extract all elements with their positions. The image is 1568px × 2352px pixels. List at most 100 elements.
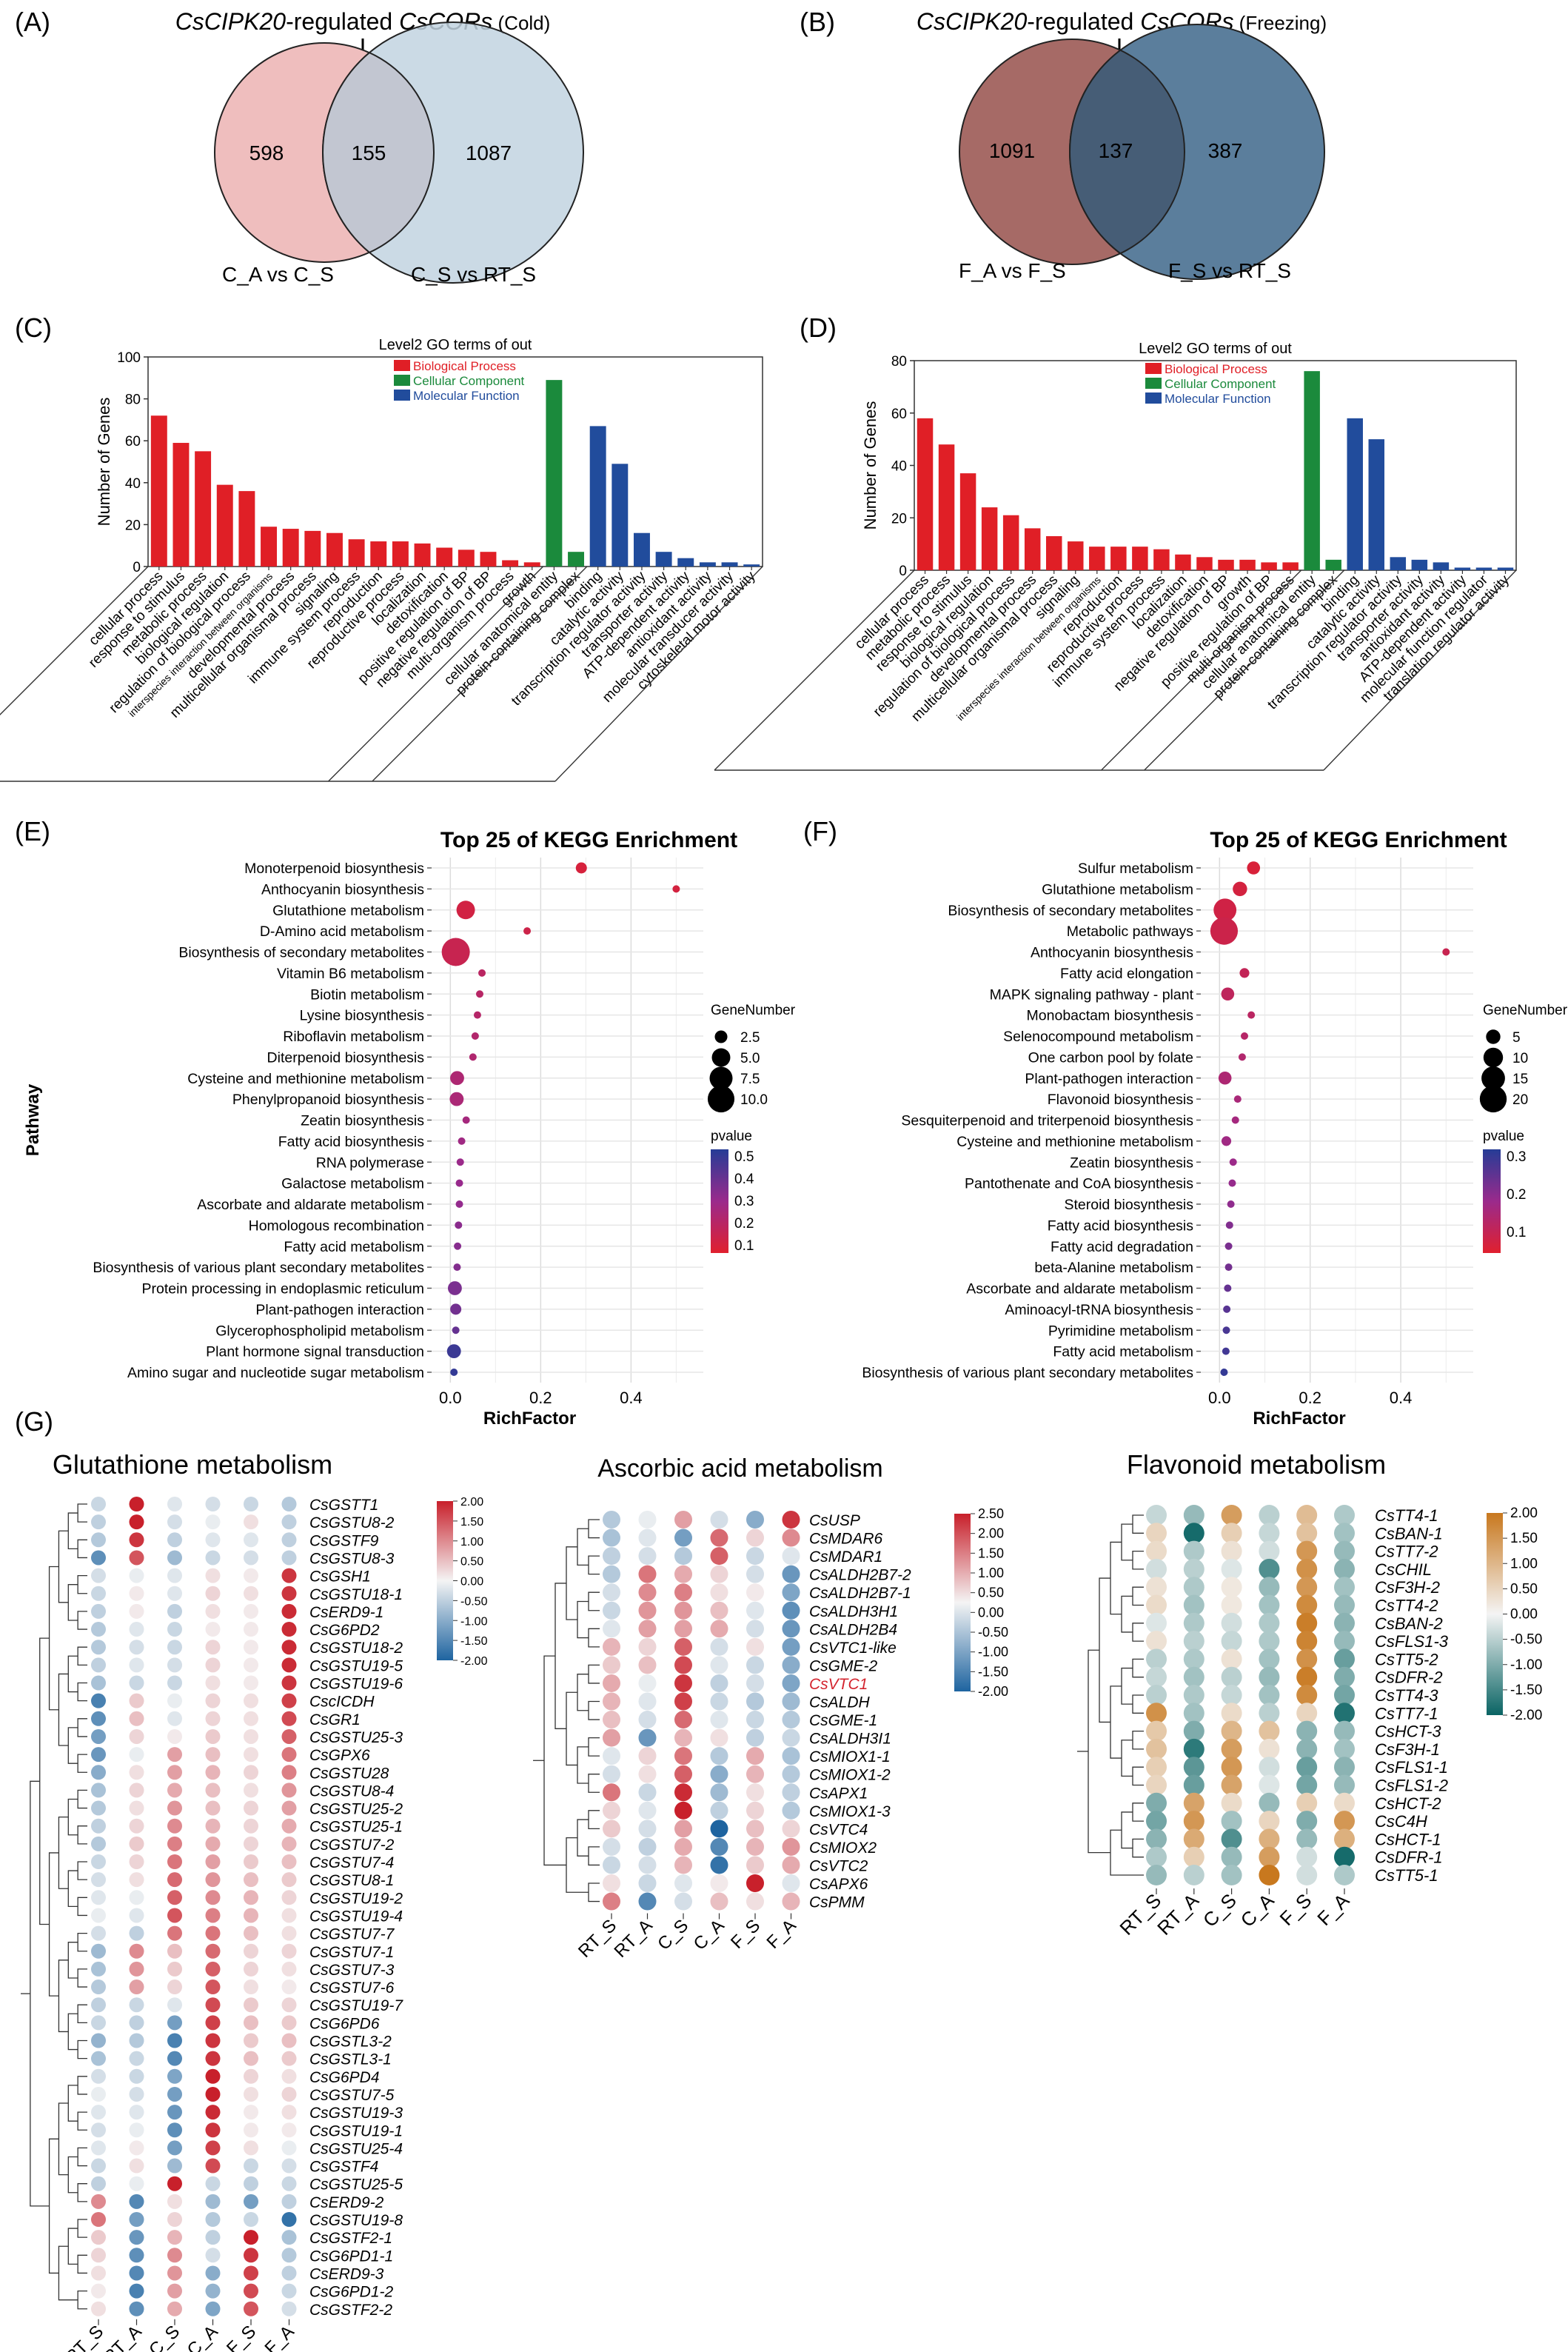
heatmap-gene-label: CsHCT-1 xyxy=(1375,1830,1441,1848)
kegg-pathway-label: Homologous recombination xyxy=(249,1217,424,1234)
heatmap-dendrogram-branch xyxy=(1121,1595,1133,1633)
heatmap-cell xyxy=(710,1711,728,1729)
heatmap-cell xyxy=(1296,1792,1318,1814)
kegg-pathway-label: Plant-pathogen interaction xyxy=(255,1302,424,1318)
heatmap-cell xyxy=(91,2068,106,2084)
heatmap-cell xyxy=(603,1747,620,1765)
kegg-dot xyxy=(450,1303,462,1315)
go-ytick-label: 100 xyxy=(117,350,141,366)
heatmap-cell xyxy=(1183,1774,1205,1796)
heatmap-cell xyxy=(1183,1594,1205,1616)
heatmap-cell xyxy=(1296,1523,1318,1544)
heatmap-cell xyxy=(1221,1792,1242,1814)
heatmap-cell xyxy=(281,1603,297,1619)
heatmap-cell xyxy=(91,1908,106,1923)
kegg-pathway-label: Diterpenoid biosynthesis xyxy=(267,1049,425,1066)
heatmap-cell xyxy=(91,1675,106,1691)
heatmap-gene-label: CsGSTU25-3 xyxy=(309,1729,403,1746)
heatmap-dendrogram-branch xyxy=(1132,1694,1144,1714)
heatmap-cell xyxy=(638,1783,657,1802)
heatmap-cell xyxy=(603,1783,620,1802)
heatmap-dendrogram-branch xyxy=(48,1566,59,1711)
heatmap-col-label: C_A xyxy=(690,1916,728,1954)
heatmap-cell xyxy=(1183,1792,1205,1814)
kegg-dot xyxy=(475,990,483,998)
heatmap-cell xyxy=(638,1565,657,1583)
heatmap-cell xyxy=(1296,1666,1318,1688)
heatmap-colorbar xyxy=(954,1514,971,1691)
heatmap-gene-label: CsGSTU7-2 xyxy=(309,1837,395,1854)
heatmap-cell xyxy=(674,1547,692,1566)
kegg-pathway-label: Biosynthesis of various plant secondary … xyxy=(862,1365,1193,1381)
venn-b-title: CsCIPK20-regulated CsCORs (Freezing) xyxy=(917,8,1327,35)
heatmap-cell xyxy=(129,1908,144,1923)
panel-label-d: (D) xyxy=(800,313,837,343)
venn-b-overlap xyxy=(1069,49,1186,255)
heatmap-cell xyxy=(167,1747,182,1763)
heatmap-cell xyxy=(710,1874,728,1892)
heatmap-cell xyxy=(1334,1846,1355,1868)
heatmap-dendrogram-branch xyxy=(588,1810,600,1829)
go-bar xyxy=(633,532,650,567)
heatmap-cell xyxy=(129,2051,144,2066)
heatmap-cell xyxy=(1183,1828,1205,1850)
heatmap-cell xyxy=(638,1801,657,1820)
heatmap-gene-label: CsPMM xyxy=(809,1894,865,1911)
heatmap-cell xyxy=(782,1856,800,1874)
kegg-pathway-label: Selenocompound metabolism xyxy=(1003,1029,1193,1045)
heatmap-colorbar-label: 2.00 xyxy=(1510,1506,1538,1521)
kegg-size-legend-label: 5.0 xyxy=(740,1051,760,1066)
heatmap-cell xyxy=(167,1568,182,1583)
heatmap-cell xyxy=(603,1565,620,1583)
heatmap-cell xyxy=(1334,1523,1355,1544)
heatmap-cell xyxy=(205,2301,221,2316)
kegg-color-legend-label: 0.3 xyxy=(1507,1149,1526,1165)
heatmap-cell xyxy=(91,1532,106,1548)
heatmap-cell xyxy=(205,2212,221,2227)
heatmap-cell xyxy=(1334,1612,1355,1634)
heatmap-gene-label: CsGSTU8-3 xyxy=(309,1550,395,1567)
heatmap-cell xyxy=(167,1657,182,1673)
heatmap-gene-label: CsGSTU7-4 xyxy=(309,1854,394,1871)
heatmap-cell xyxy=(1221,1703,1242,1724)
heatmap-dendrogram-branch xyxy=(77,1968,87,1988)
kegg-size-legend-dot xyxy=(709,1066,733,1090)
heatmap-cell xyxy=(603,1820,620,1838)
heatmap-cell xyxy=(603,1529,620,1547)
heatmap-cell xyxy=(1334,1594,1355,1616)
heatmap-cell xyxy=(281,1675,297,1691)
heatmap-cell xyxy=(91,1497,106,1511)
heatmap-cell xyxy=(129,2033,144,2048)
heatmap-cell xyxy=(746,1620,764,1638)
kegg-dot xyxy=(1233,881,1247,897)
go-bar xyxy=(546,380,563,567)
heatmap-cell xyxy=(205,1980,221,1995)
heatmap-cell xyxy=(244,2086,258,2102)
kegg-size-legend-dot xyxy=(1479,1085,1507,1113)
heatmap-cell xyxy=(129,1854,144,1869)
heatmap-cell xyxy=(244,1908,258,1923)
kegg-size-legend-label: 5 xyxy=(1512,1030,1521,1046)
heatmap-cell xyxy=(244,2176,258,2191)
kegg-dot xyxy=(1233,1095,1242,1103)
heatmap-cell xyxy=(1183,1540,1205,1562)
heatmap-cell xyxy=(167,2033,182,2048)
heatmap-cell xyxy=(1296,1720,1318,1742)
heatmap-cell xyxy=(1259,1738,1280,1760)
kegg-pathway-label: Cysteine and methionine metabolism xyxy=(956,1134,1193,1150)
heatmap-cell xyxy=(167,1818,182,1834)
heatmap-cell xyxy=(674,1892,692,1911)
heatmap-cell xyxy=(281,1622,297,1637)
heatmap-cell xyxy=(782,1801,800,1820)
go-bar xyxy=(677,558,694,567)
heatmap-gene-label: CsTT4-2 xyxy=(1375,1597,1438,1615)
heatmap-cell xyxy=(205,1800,221,1816)
kegg-color-legend-label: 0.2 xyxy=(734,1216,754,1232)
heatmap-cell xyxy=(244,2140,258,2156)
kegg-dot xyxy=(1224,1263,1233,1272)
heatmap-dendrogram-branch xyxy=(1110,1829,1144,1876)
heatmap-cell xyxy=(710,1547,728,1566)
heatmap-cell xyxy=(746,1820,764,1838)
heatmap-cell xyxy=(603,1547,620,1566)
heatmap-cell xyxy=(205,1872,221,1888)
